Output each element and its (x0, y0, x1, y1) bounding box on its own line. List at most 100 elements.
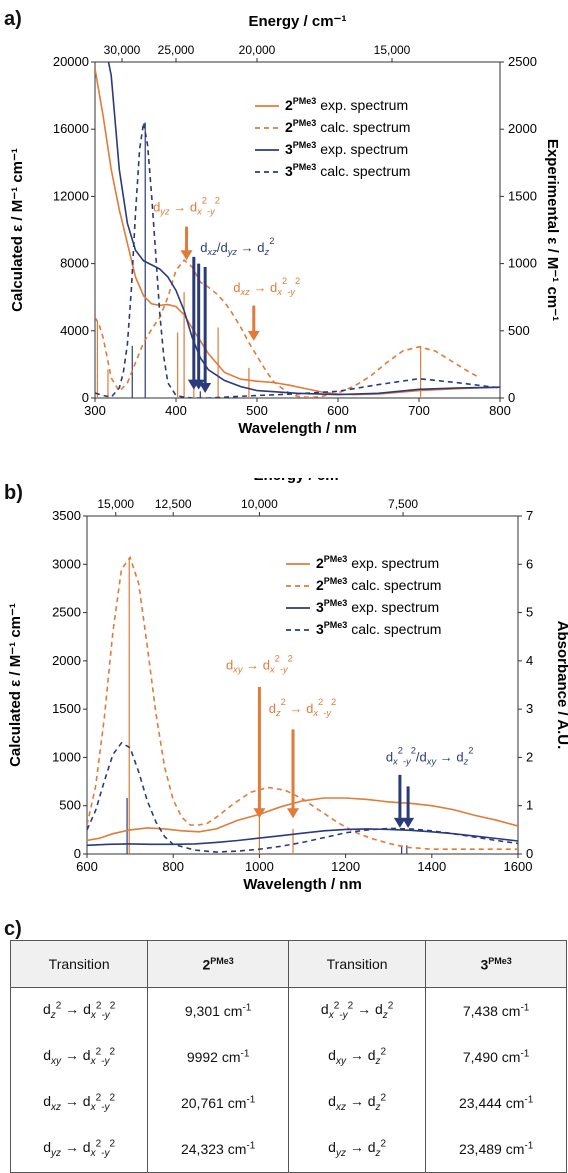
energy-axis-title: Energy / cm⁻¹ (254, 478, 352, 484)
y-tick-label: 3500 (52, 508, 81, 523)
x-tick-label: 600 (76, 859, 98, 874)
transition-label: dxy → dx2-y2 (226, 654, 293, 675)
transition-cell: dxz → dx2-y2 (9, 1080, 149, 1126)
y2-tick-label: 3 (526, 701, 533, 716)
series-line (95, 122, 500, 398)
legend-entry: 2PMe3 exp. spectrum (316, 554, 439, 571)
energy-axis-title: Energy / cm⁻¹ (249, 13, 347, 30)
table-header-3: 3PMe3 (425, 940, 567, 988)
x-axis-title: Wavelength / nm (243, 876, 362, 893)
y2-tick-label: 1 (526, 798, 533, 813)
value-cell: 7,438 cm-1 (425, 987, 567, 1034)
transition-arrowhead (199, 382, 212, 393)
y2-tick-label: 2000 (508, 121, 537, 136)
x-tick-label: 800 (162, 859, 184, 874)
value-cell: 7,490 cm-1 (425, 1034, 567, 1080)
y2-tick-label: 1500 (508, 188, 537, 203)
legend-entry: 2PMe3 calc. spectrum (316, 576, 441, 593)
table-row: dxz → dx2-y2 20,761 cm-1 dxz → dz2 23,444 c… (9, 1080, 567, 1126)
x-tick-label: 400 (165, 403, 187, 418)
legend-entry: 3PMe3 exp. spectrum (316, 598, 439, 615)
transition-cell: dxy → dx2-y2 (9, 1034, 149, 1080)
y2-tick-label: 6 (526, 556, 533, 571)
y-axis-title: Calculated ε / M⁻¹ cm⁻¹ (9, 148, 26, 312)
value-cell: 20,761 cm-1 (147, 1080, 289, 1126)
y2-axis-title: Absorbance / A.U. (554, 621, 568, 750)
y2-tick-label: 5 (526, 605, 533, 620)
plot-area (87, 555, 518, 854)
x-tick-label: 600 (327, 403, 349, 418)
legend-entry: 3PMe3 exp. spectrum (285, 140, 408, 157)
transition-label: dx2-y2/dxy → dz2 (386, 745, 474, 766)
y-tick-label: 1500 (52, 701, 81, 716)
table-row: dz2 → dx2-y2 9,301 cm-1 dx2-y2 → dz2 7,438 … (9, 987, 567, 1034)
y-tick-label: 4000 (60, 323, 89, 338)
transition-table-wrap: Transition 2PMe3 Transition 3PMe3 dz2 → dx2… (9, 940, 568, 1173)
transition-arrowhead (192, 379, 205, 390)
transition-label: dyz → dx2-y2 (153, 196, 220, 217)
transition-arrowhead (393, 817, 406, 828)
transition-cell: dxz → dz2 (288, 1080, 427, 1126)
energy-tick-label: 30,000 (104, 43, 141, 57)
value-cell: 23,444 cm-1 (425, 1080, 567, 1126)
x-tick-label: 1600 (504, 859, 533, 874)
x-tick-label: 300 (84, 403, 106, 418)
transition-cell: dyz → dz2 (288, 1126, 427, 1173)
y-tick-label: 12000 (53, 188, 89, 203)
series-line (95, 259, 481, 398)
table-header-2: Transition (288, 940, 427, 988)
y-tick-label: 0 (82, 390, 89, 405)
panel-c-label: c) (4, 918, 22, 940)
chart-b: Energy / cm⁻¹15,00012,50010,0007,5006008… (7, 478, 568, 893)
x-tick-label: 800 (489, 403, 511, 418)
x-axis-title: Wavelength / nm (238, 420, 357, 437)
transition-cell: dz2 → dx2-y2 (9, 987, 149, 1034)
energy-tick-label: 12,500 (155, 497, 192, 511)
y2-tick-label: 4 (526, 653, 533, 668)
table-header-1: 2PMe3 (147, 940, 289, 988)
plot-area (95, 62, 500, 398)
transition-label: dxz → dx2-y2 (233, 276, 300, 297)
value-cell: 23,489 cm-1 (425, 1126, 567, 1173)
series-line (87, 797, 518, 842)
value-cell: 9,301 cm-1 (147, 987, 289, 1034)
energy-tick-label: 25,000 (158, 43, 195, 57)
y-tick-label: 2500 (52, 605, 81, 620)
x-tick-label: 500 (246, 403, 268, 418)
legend-entry: 3PMe3 calc. spectrum (285, 162, 410, 179)
y2-axis-title: Experimental ε / M⁻¹ cm⁻¹ (544, 139, 561, 321)
y2-tick-label: 500 (508, 323, 530, 338)
legend-entry: 2PMe3 exp. spectrum (285, 96, 408, 113)
transition-cell: dyz → dx2-y2 (9, 1126, 149, 1173)
y-tick-label: 8000 (60, 256, 89, 271)
transition-label: dxz/dyz → dz2 (200, 236, 274, 257)
y2-tick-label: 0 (508, 390, 515, 405)
transition-cell: dx2-y2 → dz2 (288, 987, 427, 1034)
x-tick-label: 1200 (331, 859, 360, 874)
y-tick-label: 0 (74, 846, 81, 861)
y-tick-label: 2000 (52, 653, 81, 668)
y-axis-title: Calculated ε / M⁻¹ cm⁻¹ (7, 603, 24, 767)
y2-tick-label: 1000 (508, 256, 537, 271)
transition-cell: dxy → dz2 (288, 1034, 427, 1080)
y2-tick-label: 7 (526, 508, 533, 523)
transition-arrowhead (253, 808, 266, 819)
x-tick-label: 700 (408, 403, 430, 418)
table-row: dxy → dx2-y2 9992 cm-1 dxy → dz2 7,490 cm-1 (9, 1034, 567, 1080)
panel-b-label: b) (4, 482, 23, 504)
x-tick-label: 1000 (245, 859, 274, 874)
y2-tick-label: 2500 (508, 54, 537, 69)
y-tick-label: 3000 (52, 556, 81, 571)
transition-table: Transition 2PMe3 Transition 3PMe3 dz2 → dx2… (9, 940, 567, 1173)
energy-tick-label: 20,000 (239, 43, 276, 57)
table-row: dyz → dx2-y2 24,323 cm-1 dyz → dz2 23,489 c… (9, 1126, 567, 1173)
series-line (87, 555, 518, 850)
energy-tick-label: 10,000 (241, 497, 278, 511)
transition-label: dz2 → dx2-y2 (269, 697, 336, 718)
y2-tick-label: 2 (526, 749, 533, 764)
y2-tick-label: 0 (526, 846, 533, 861)
legend-entry: 2PMe3 calc. spectrum (285, 118, 410, 135)
transition-arrowhead (247, 330, 260, 341)
transition-arrowhead (402, 817, 415, 828)
value-cell: 24,323 cm-1 (147, 1126, 289, 1173)
